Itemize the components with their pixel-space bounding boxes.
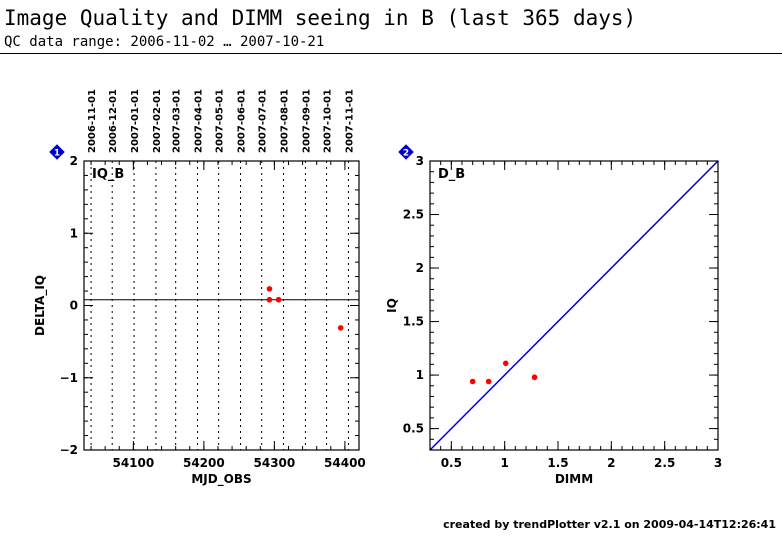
y-tick-label: 1 — [70, 226, 78, 240]
x-tick-label: 0.5 — [441, 456, 462, 470]
x-tick-label: 54200 — [183, 456, 225, 470]
y-tick-label: 2.5 — [403, 208, 424, 222]
panel-label: IQ_B — [92, 167, 124, 182]
date-marker-label: 2007-04-01 — [194, 89, 205, 153]
page-title: Image Quality and DIMM seeing in B (last… — [4, 6, 637, 30]
y-tick-label: 3 — [416, 154, 424, 168]
x-tick-label: 1 — [500, 456, 508, 470]
date-marker-label: 2007-10-01 — [323, 89, 334, 153]
data-point — [275, 296, 282, 303]
x-tick-label: 3 — [714, 456, 722, 470]
x-axis-title: MJD_OBS — [191, 472, 251, 487]
footer-credit: created by trendPlotter v2.1 on 2009-04-… — [443, 518, 776, 531]
date-marker-label: 2006-11-01 — [87, 89, 98, 153]
x-tick-label: 54300 — [254, 456, 296, 470]
data-point — [502, 360, 509, 367]
date-marker-label: 2007-07-01 — [258, 89, 269, 153]
data-point — [266, 296, 273, 303]
header-divider — [0, 53, 782, 54]
panel-badge-number: 2 — [403, 149, 409, 159]
date-marker-label: 2007-06-01 — [237, 89, 248, 153]
data-point — [531, 374, 538, 381]
panel-badge-number: 1 — [54, 149, 60, 159]
x-tick-label: 2.5 — [654, 456, 675, 470]
date-marker-label: 2007-03-01 — [172, 89, 183, 153]
panel-badge-icon — [398, 144, 414, 160]
y-tick-label: 0.5 — [403, 422, 424, 436]
y-axis-title: IQ — [385, 298, 399, 313]
y-tick-label: 0 — [70, 299, 78, 313]
y-tick-label: −1 — [60, 371, 78, 385]
y-tick-label: 1 — [416, 368, 424, 382]
x-tick-label: 2 — [607, 456, 615, 470]
x-tick-label: 54100 — [112, 456, 154, 470]
panel-badge-icon — [49, 144, 65, 160]
x-tick-label: 54400 — [324, 456, 366, 470]
y-tick-label: 2 — [70, 154, 78, 168]
date-marker-label: 2007-05-01 — [215, 89, 226, 153]
x-axis-title: DIMM — [555, 472, 593, 486]
data-point — [485, 378, 492, 385]
date-marker-label: 2007-09-01 — [301, 89, 312, 153]
x-tick-label: 1.5 — [547, 456, 568, 470]
panel-label: D_B — [438, 167, 465, 182]
y-axis-title: DELTA_IQ — [33, 275, 48, 336]
page-subtitle: QC data range: 2006-11-02 … 2007-10-21 — [4, 34, 325, 50]
data-point — [469, 378, 476, 385]
date-marker-label: 2006-12-01 — [108, 89, 119, 153]
date-marker-label: 2007-01-01 — [130, 89, 141, 153]
data-point — [266, 286, 273, 292]
date-marker-label: 2007-11-01 — [344, 89, 355, 153]
data-point — [337, 325, 344, 331]
y-tick-label: 2 — [416, 261, 424, 275]
y-tick-label: −2 — [60, 443, 78, 457]
date-marker-label: 2007-08-01 — [280, 89, 291, 153]
plot-frame — [429, 160, 719, 451]
date-marker-label: 2007-02-01 — [152, 89, 163, 153]
y-tick-label: 1.5 — [403, 315, 424, 329]
plot-frame — [83, 160, 360, 451]
identity-line — [429, 160, 719, 451]
